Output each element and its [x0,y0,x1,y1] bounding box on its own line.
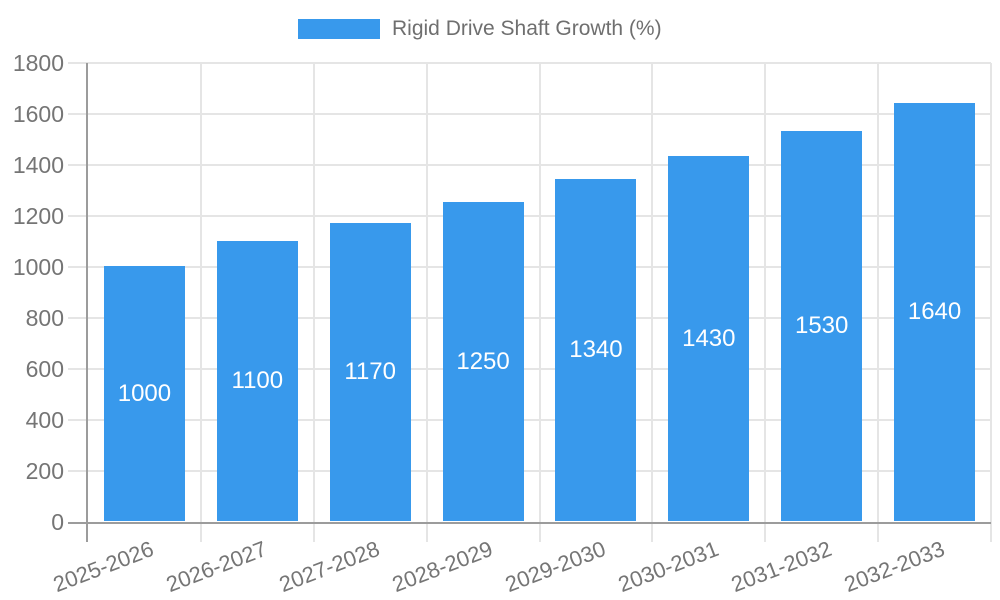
h-gridline [88,215,991,217]
y-tick [68,113,88,115]
legend-swatch [298,19,380,39]
y-tick-label: 800 [25,305,64,331]
y-tick-label: 600 [25,356,64,382]
y-tick-label: 0 [51,509,64,535]
h-gridline [88,62,991,64]
bar-value-label: 1000 [117,379,172,407]
bar[interactable]: 1340 [555,179,637,521]
y-tick-label: 1200 [12,203,64,229]
v-gridline [990,63,992,522]
v-gridline [425,63,428,522]
bar[interactable]: 1100 [216,240,298,521]
bar-value-label: 1430 [682,324,736,352]
h-gridline [88,113,991,115]
x-axis-line [68,522,991,524]
y-tick-label: 1400 [12,152,64,178]
x-tick [312,522,315,542]
y-tick-label: 400 [25,407,64,433]
v-gridline [764,63,767,522]
bar-value-label: 1250 [456,347,510,375]
y-tick-label: 200 [25,458,64,484]
y-tick [68,317,88,319]
y-tick [68,470,88,472]
y-tick [68,419,88,421]
bar-value-label: 1170 [344,357,396,385]
y-tick-label: 1600 [12,101,64,127]
h-gridline [88,317,991,319]
h-gridline [88,164,991,166]
bar-value-label: 1100 [231,366,284,394]
bar-value-label: 1340 [569,336,623,364]
v-gridline [877,63,880,522]
y-tick-label: 1000 [12,254,64,280]
x-tick [764,522,767,542]
legend-item[interactable]: Rigid Drive Shaft Growth (%) [298,16,662,42]
y-tick [68,164,88,166]
h-gridline [88,266,991,268]
legend-label: Rigid Drive Shaft Growth (%) [392,17,662,40]
y-tick [68,266,88,268]
y-tick-label: 1800 [12,50,64,76]
v-gridline [199,63,202,522]
y-axis-line [86,63,88,542]
y-tick [68,368,88,370]
x-tick [877,522,880,542]
v-gridline [538,63,541,522]
x-tick [425,522,428,542]
x-tick [651,522,654,542]
h-gridline [88,368,991,370]
bar-value-label: 1530 [794,311,849,339]
y-tick [68,62,88,64]
x-tick [990,522,992,542]
h-gridline [88,419,991,421]
x-tick [538,522,541,542]
h-gridline [88,470,991,472]
v-gridline [312,63,315,522]
bar[interactable]: 1000 [103,266,185,521]
x-tick [199,522,202,542]
bar-value-label: 1640 [907,297,962,325]
bar[interactable]: 1430 [668,156,750,521]
bar[interactable]: 1170 [329,222,411,521]
bar[interactable]: 1530 [781,130,863,521]
y-tick [68,215,88,217]
bar[interactable]: 1640 [894,102,976,521]
bar[interactable]: 1250 [442,202,524,521]
v-gridline [651,63,654,522]
